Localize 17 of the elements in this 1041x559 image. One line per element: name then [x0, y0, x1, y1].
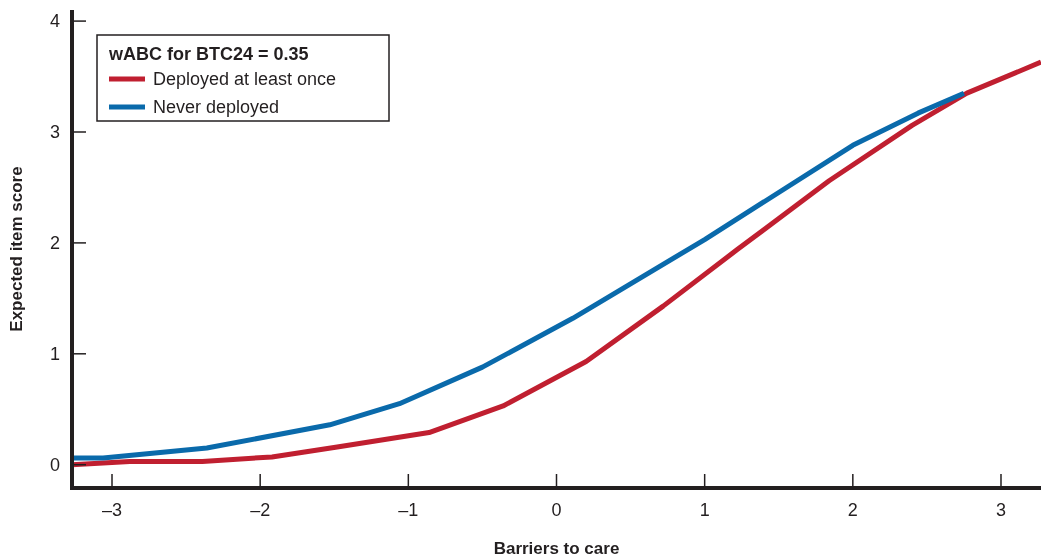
- x-tick-label: 0: [551, 500, 562, 520]
- y-tick-label: 3: [49, 122, 60, 142]
- x-tick-label: –2: [250, 500, 271, 520]
- x-tick-label: 1: [699, 500, 710, 520]
- legend-title: wABC for BTC24 = 0.35: [108, 44, 309, 64]
- y-tick-label: 4: [49, 11, 60, 32]
- legend-label: Never deployed: [153, 97, 280, 117]
- y-tick-label: 1: [49, 343, 60, 364]
- x-axis-title: Barriers to care: [493, 539, 620, 558]
- y-axis-title: Expected item score: [7, 166, 26, 332]
- x-tick-label: 3: [995, 500, 1006, 520]
- x-tick-label: –3: [101, 500, 123, 520]
- x-tick-label: –1: [398, 500, 419, 520]
- y-tick-label: 0: [49, 454, 60, 475]
- y-tick-label: 2: [49, 232, 60, 253]
- x-tick-label: 2: [847, 500, 858, 520]
- legend-label: Deployed at least once: [153, 69, 337, 89]
